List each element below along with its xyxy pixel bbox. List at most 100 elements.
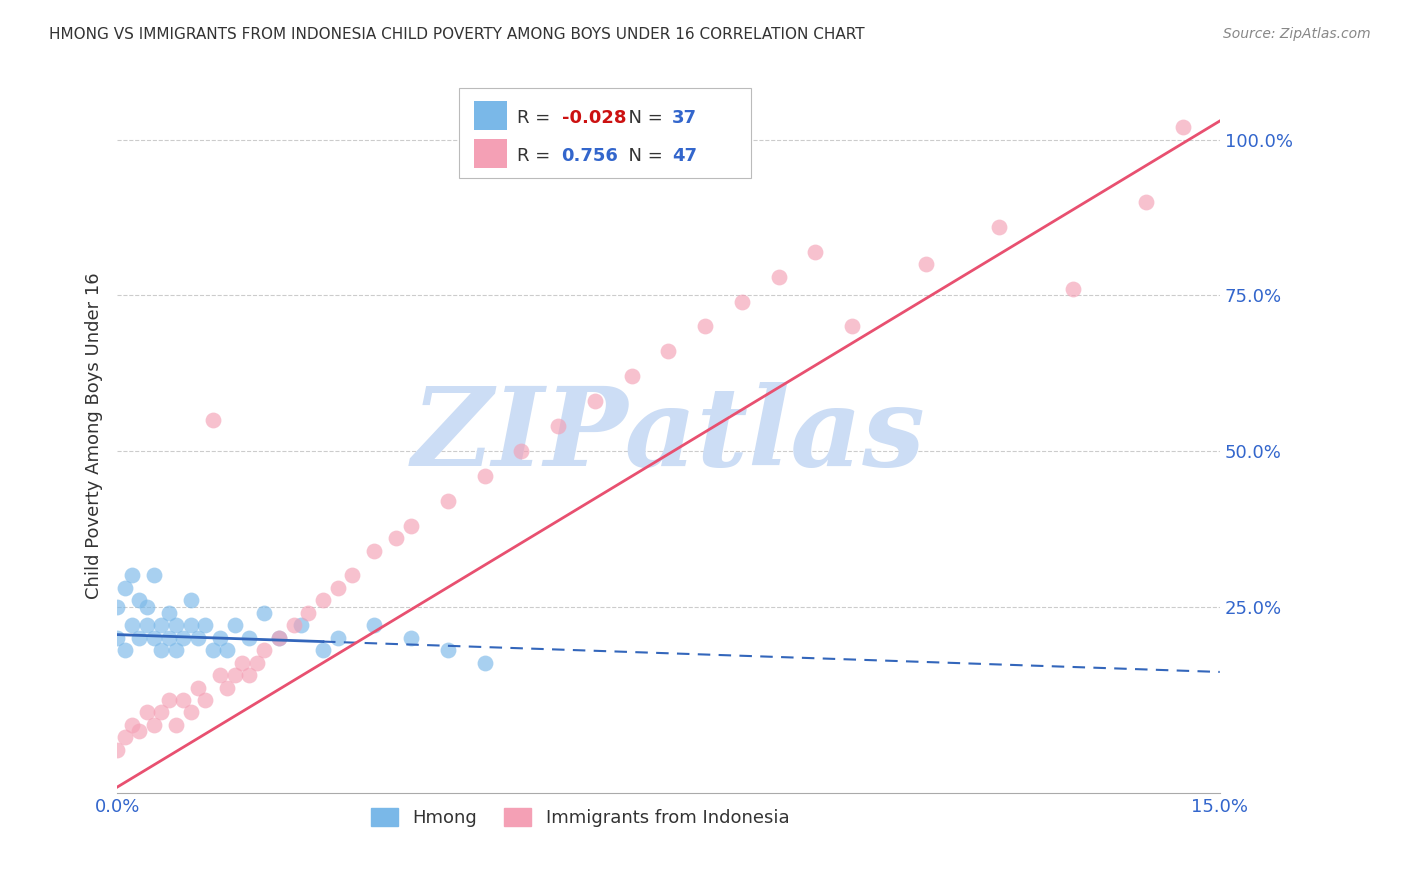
Point — [253, 606, 276, 620]
Point — [150, 618, 173, 632]
Point — [547, 419, 569, 434]
Point — [128, 631, 150, 645]
Point — [695, 319, 717, 334]
Point — [231, 656, 253, 670]
Point — [180, 618, 202, 632]
Point — [135, 706, 157, 720]
Legend: Hmong, Immigrants from Indonesia: Hmong, Immigrants from Indonesia — [364, 801, 797, 834]
FancyBboxPatch shape — [474, 139, 508, 168]
Point — [114, 643, 136, 657]
Point — [165, 643, 187, 657]
Point — [194, 693, 217, 707]
FancyBboxPatch shape — [458, 88, 751, 178]
Point — [142, 631, 165, 645]
Point — [988, 219, 1011, 234]
Point — [121, 618, 143, 632]
Point — [267, 631, 290, 645]
Point — [385, 531, 408, 545]
Point — [437, 643, 460, 657]
Point — [731, 294, 754, 309]
Point — [1062, 282, 1084, 296]
Point — [283, 618, 305, 632]
Text: HMONG VS IMMIGRANTS FROM INDONESIA CHILD POVERTY AMONG BOYS UNDER 16 CORRELATION: HMONG VS IMMIGRANTS FROM INDONESIA CHILD… — [49, 27, 865, 42]
Point — [128, 724, 150, 739]
Point — [474, 468, 496, 483]
Point — [187, 681, 209, 695]
Text: Source: ZipAtlas.com: Source: ZipAtlas.com — [1223, 27, 1371, 41]
Point — [142, 568, 165, 582]
Point — [290, 618, 312, 632]
Point — [326, 581, 349, 595]
Point — [267, 631, 290, 645]
Y-axis label: Child Poverty Among Boys Under 16: Child Poverty Among Boys Under 16 — [86, 272, 103, 599]
Point — [312, 643, 335, 657]
Point — [209, 668, 232, 682]
Point — [114, 581, 136, 595]
Point — [768, 269, 790, 284]
Point — [1171, 120, 1194, 135]
Point — [121, 718, 143, 732]
Point — [128, 593, 150, 607]
Text: ZIPatlas: ZIPatlas — [412, 382, 925, 489]
Text: 47: 47 — [672, 147, 697, 165]
Point — [253, 643, 276, 657]
Point — [201, 413, 224, 427]
Point — [437, 493, 460, 508]
Point — [399, 518, 422, 533]
Point — [114, 731, 136, 745]
Point — [105, 599, 128, 614]
Text: 37: 37 — [672, 109, 697, 128]
Point — [165, 618, 187, 632]
Point — [194, 618, 217, 632]
Point — [804, 244, 827, 259]
Point — [620, 369, 643, 384]
Point — [201, 643, 224, 657]
Point — [187, 631, 209, 645]
Point — [135, 599, 157, 614]
Text: R =: R = — [517, 147, 557, 165]
Point — [224, 668, 246, 682]
Text: N =: N = — [617, 109, 668, 128]
Point — [399, 631, 422, 645]
Point — [312, 593, 335, 607]
Point — [326, 631, 349, 645]
Text: R =: R = — [517, 109, 557, 128]
Point — [217, 681, 239, 695]
Point — [224, 618, 246, 632]
Point — [172, 631, 194, 645]
Text: -0.028: -0.028 — [561, 109, 626, 128]
Point — [297, 606, 319, 620]
Point — [105, 743, 128, 757]
Point — [135, 618, 157, 632]
Text: 0.756: 0.756 — [561, 147, 619, 165]
Point — [246, 656, 269, 670]
Point — [180, 593, 202, 607]
Point — [1135, 194, 1157, 209]
Point — [363, 618, 385, 632]
Point — [142, 718, 165, 732]
Point — [841, 319, 863, 334]
Point — [121, 568, 143, 582]
Point — [914, 257, 936, 271]
Point — [583, 394, 606, 409]
Point — [180, 706, 202, 720]
Point — [657, 344, 679, 359]
Point — [209, 631, 232, 645]
Point — [157, 606, 180, 620]
Point — [217, 643, 239, 657]
FancyBboxPatch shape — [474, 101, 508, 129]
Point — [105, 631, 128, 645]
Point — [238, 668, 260, 682]
Point — [165, 718, 187, 732]
Point — [342, 568, 364, 582]
Point — [172, 693, 194, 707]
Text: N =: N = — [617, 147, 668, 165]
Point — [363, 543, 385, 558]
Point — [474, 656, 496, 670]
Point — [157, 693, 180, 707]
Point — [510, 444, 533, 458]
Point — [150, 643, 173, 657]
Point — [157, 631, 180, 645]
Point — [150, 706, 173, 720]
Point — [238, 631, 260, 645]
